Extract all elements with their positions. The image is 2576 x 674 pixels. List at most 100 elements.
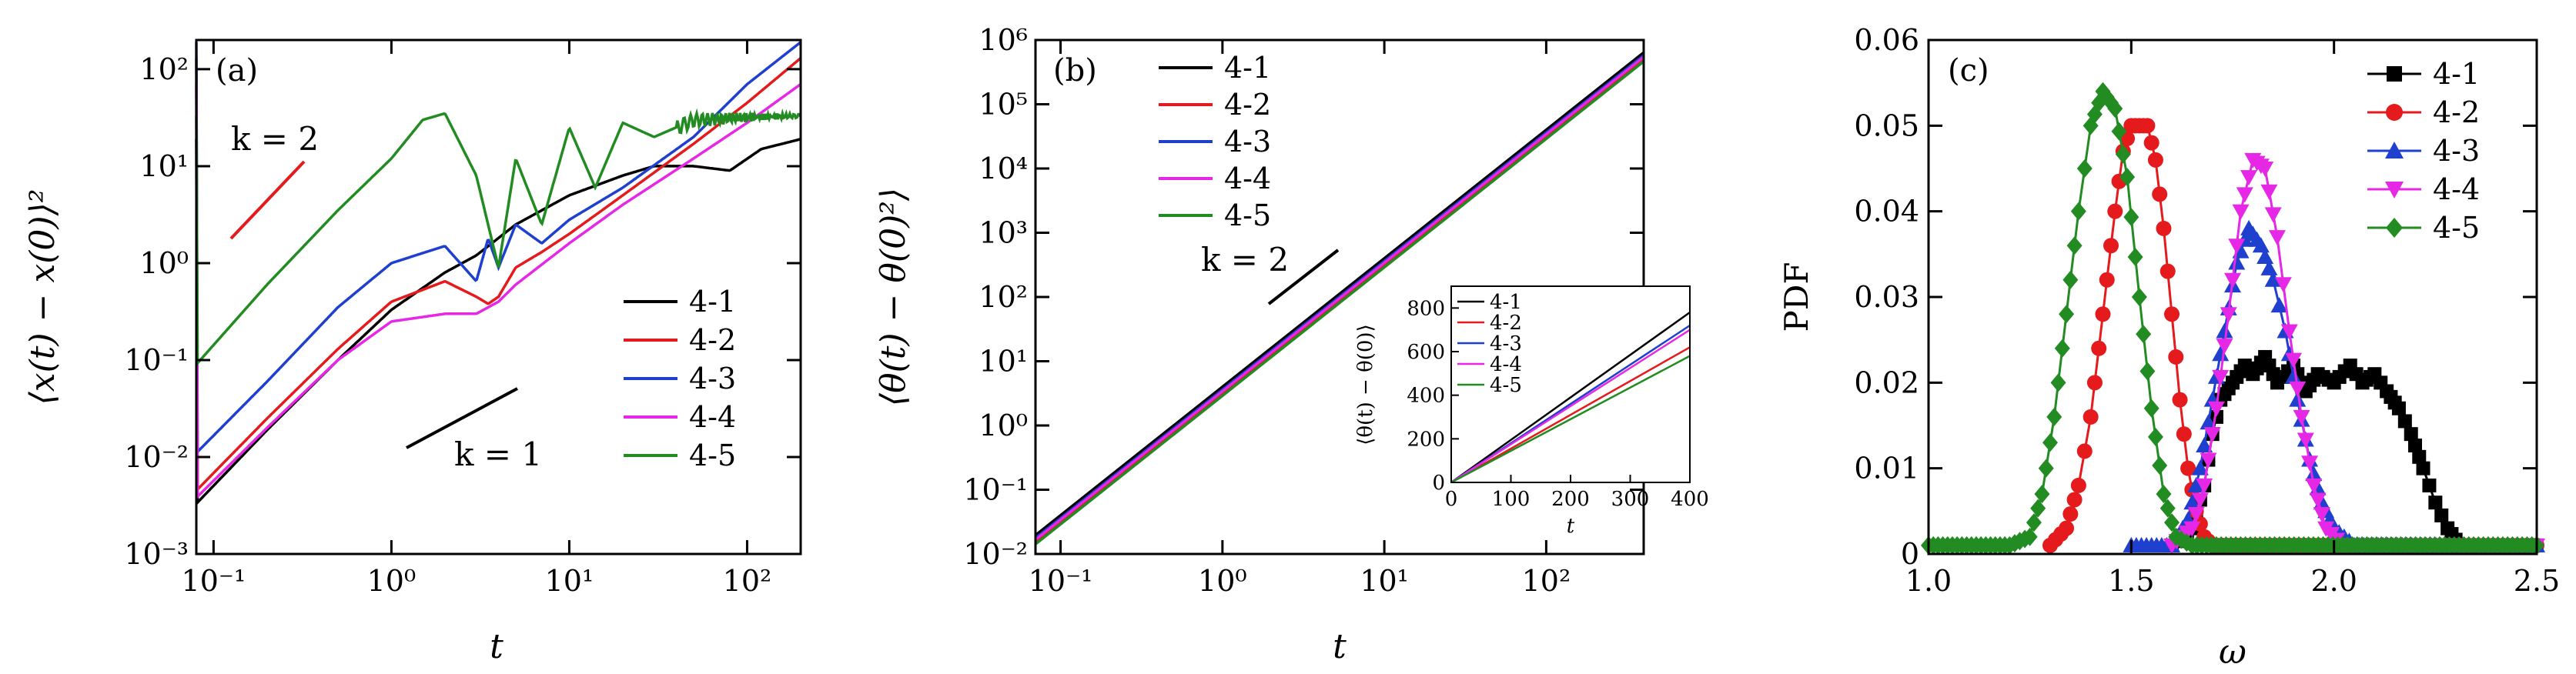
data-point-4-3 [2270, 297, 2288, 313]
inset-legend-label: 4-3 [1490, 332, 1522, 355]
data-point-4-4 [2313, 507, 2330, 523]
inset-legend-label: 4-1 [1490, 291, 1522, 314]
data-point-4-4 [2220, 307, 2237, 323]
panel-b-inset-legend: 4-14-24-34-44-5 [1457, 291, 1522, 397]
data-point-4-4 [2212, 369, 2230, 385]
data-point-4-3 [2212, 345, 2230, 362]
data-point-4-4 [2191, 492, 2209, 509]
data-point-4-1 [2434, 508, 2449, 522]
panel-a-series [195, 41, 802, 506]
data-point-4-3 [2228, 254, 2246, 270]
data-point-4-4 [2257, 162, 2274, 177]
x-tick-label: 2.0 [2310, 564, 2357, 598]
legend-label: 4-1 [2433, 57, 2480, 91]
inset-y-tick-label: 0 [1432, 472, 1445, 495]
legend-label: 4-2 [689, 323, 736, 357]
legend-label: 4-2 [1224, 88, 1271, 122]
y-tick-label: 0.04 [1854, 195, 1919, 229]
panel-b-k2-label: k = 2 [1201, 241, 1289, 279]
data-point-4-5 [2111, 122, 2127, 141]
data-point-4-5 [2143, 399, 2159, 418]
panel-b: 10⁻¹ 10⁰ 10¹ 10² 10⁻²10⁻¹10⁰10¹10²10³10⁴10⁵… [874, 23, 1709, 666]
data-point-4-2 [2066, 492, 2083, 508]
data-point-4-4 [2268, 230, 2286, 246]
y-tick-label: 0 [1901, 537, 1919, 571]
y-tick-label: 10⁻³ [124, 537, 189, 571]
data-point-4-1 [2428, 495, 2443, 510]
data-point-4-2 [2086, 375, 2103, 391]
inset-series-line-4-4 [1450, 329, 1691, 484]
panel-a-k1-label: k = 1 [454, 435, 542, 473]
panel-a-k2-guide [229, 160, 306, 240]
y-tick-label: 10² [139, 52, 189, 86]
panel-c: 1.0 1.5 2.0 2.5 0 0.01 0.02 0.03 0.04 0.05 0.06 (… [1778, 23, 2560, 672]
y-tick-label: 10⁵ [979, 88, 1028, 122]
data-point-4-1 [2412, 449, 2427, 464]
legend-marker-4-5 [2386, 218, 2403, 238]
panel-b-y-ticks: 10⁻² 10⁻¹ 10⁰ 10¹ 10² 10³ 10⁴ 10⁵ 10⁶ [963, 23, 1644, 571]
data-point-4-4 [2187, 507, 2205, 523]
data-point-4-2 [2059, 520, 2075, 536]
y-tick-label: 10¹ [979, 345, 1028, 379]
data-point-4-5 [2152, 455, 2168, 475]
data-point-4-4 [2224, 272, 2241, 289]
data-point-4-5 [2156, 485, 2172, 504]
legend-label: 4-5 [1224, 199, 1271, 232]
panel-b-legend: 4-14-24-3 4-4 4-5 [1159, 51, 1271, 232]
series-line-4-5 [1034, 60, 1645, 546]
data-point-4-2 [2070, 477, 2086, 493]
y-tick-label: 0.02 [1854, 365, 1919, 399]
panel-a-legend: 4-1 4-2 4-3 4-4 4-5 [624, 285, 736, 472]
data-point-4-3 [2264, 271, 2282, 287]
x-tick-label: 10² [1522, 564, 1571, 598]
panel-a-xlabel: t [490, 627, 503, 666]
data-point-4-2 [2152, 186, 2168, 202]
legend-label: 4-1 [1224, 51, 1271, 85]
data-point-4-3 [2216, 322, 2233, 339]
data-point-4-1 [2404, 427, 2418, 442]
x-tick-label: 10¹ [1360, 564, 1409, 598]
data-point-4-4 [2228, 239, 2246, 255]
y-tick-label: 0.06 [1854, 23, 1919, 57]
data-point-4-2 [2172, 392, 2188, 408]
legend-label: 4-1 [689, 285, 736, 319]
legend-label: 4-5 [2433, 211, 2480, 245]
y-tick-label: 10⁰ [139, 246, 189, 280]
data-point-4-4 [2274, 277, 2292, 293]
series-line-4-4 [1034, 55, 1645, 541]
panel-a-k2-label: k = 2 [231, 120, 319, 158]
panel-a-label: (a) [216, 53, 258, 88]
data-point-4-4 [2207, 401, 2225, 417]
data-point-4-2 [2180, 460, 2196, 476]
inset-x-tick-label: 300 [1611, 488, 1650, 511]
data-point-4-4 [2200, 452, 2217, 469]
data-point-4-2 [2083, 409, 2099, 425]
data-point-4-4 [2309, 492, 2327, 509]
data-point-4-2 [2139, 118, 2156, 134]
data-point-4-1 [2391, 401, 2406, 415]
x-tick-label: 2.5 [2514, 564, 2560, 598]
data-point-4-2 [2143, 135, 2159, 151]
series-line-4-2 [195, 57, 802, 493]
data-point-4-4 [2289, 381, 2307, 397]
data-point-4-5 [2042, 433, 2058, 452]
panel-c-y-ticks: 0 0.01 0.02 0.03 0.04 0.05 0.06 [1854, 23, 2537, 571]
series-line-4-4 [195, 83, 801, 500]
x-tick-label: 10¹ [545, 564, 594, 598]
data-point-4-5 [2076, 159, 2093, 178]
series-line-4-5 [195, 108, 802, 367]
data-point-4-4 [2196, 478, 2213, 494]
panel-c-legend: 4-1 4-2 4-3 4-4 4-5 [2367, 57, 2480, 245]
panel-b-inset-x-ticks: 0 100 200 300 400 [1445, 475, 1709, 511]
legend-label: 4-2 [2433, 95, 2480, 129]
legend-marker-4-4 [2385, 182, 2404, 199]
data-point-4-2 [2168, 349, 2184, 365]
data-point-4-4 [2260, 184, 2278, 200]
y-tick-label: 0.01 [1854, 452, 1919, 485]
data-point-4-3 [2191, 459, 2209, 475]
inset-x-tick-label: 0 [1445, 488, 1458, 511]
y-tick-label: 10⁻¹ [124, 343, 189, 377]
data-point-4-4 [2216, 339, 2233, 355]
